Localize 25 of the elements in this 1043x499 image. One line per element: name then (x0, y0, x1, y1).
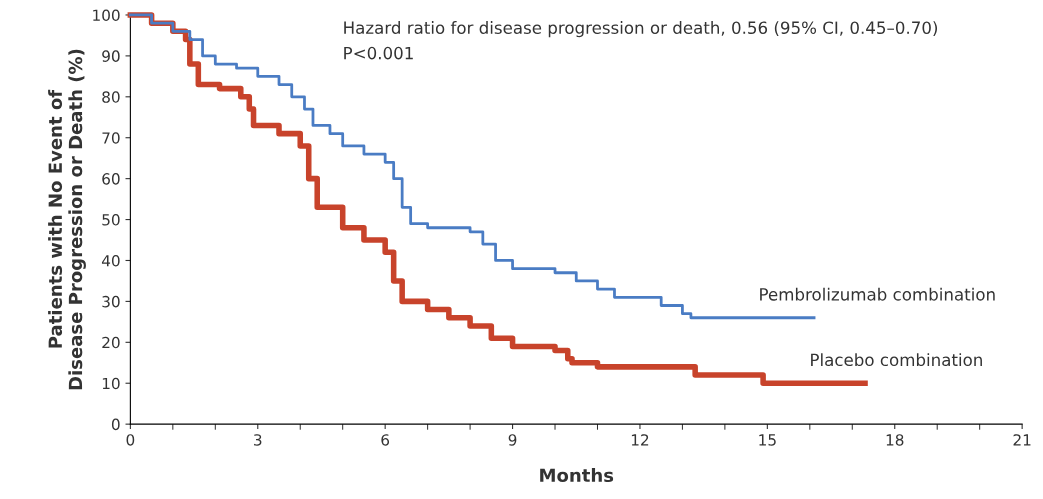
x-tick-label: 6 (381, 434, 390, 446)
y-axis-title: Patients with No Event of Disease Progression or Death (%) (48, 49, 86, 390)
x-axis-title: Months (540, 468, 614, 483)
y-tick-label: 10 (102, 377, 120, 390)
y-tick-label: 20 (102, 336, 120, 349)
annotation: P<0.001 (344, 46, 413, 60)
y-tick-label: 50 (102, 214, 120, 226)
y-tick-label: 0 (111, 418, 120, 431)
y-tick-label: 60 (102, 173, 120, 185)
annotation: Hazard ratio for disease progression or death, 0.56 (95% CI, 0.45–0.70) (344, 21, 938, 38)
x-tick-label: 18 (886, 434, 904, 446)
x-tick-label: 9 (508, 434, 517, 446)
y-tick-label: 40 (101, 254, 120, 267)
y-tick-label: 80 (102, 91, 120, 103)
y-tick-label: 90 (102, 50, 120, 62)
x-tick-label: 3 (254, 434, 262, 446)
x-tick-label: 0 (126, 434, 135, 446)
x-tick-label: 12 (631, 434, 649, 446)
x-tick-label: 21 (1013, 434, 1031, 446)
y-tick-label: 100 (93, 9, 120, 21)
y-tick-label: 70 (102, 132, 120, 144)
series-label: Placebo combination (811, 353, 982, 367)
x-tick-label: 15 (759, 434, 776, 446)
y-tick-label: 30 (102, 295, 120, 308)
series-label: Pembrolizumab combination (760, 287, 995, 301)
